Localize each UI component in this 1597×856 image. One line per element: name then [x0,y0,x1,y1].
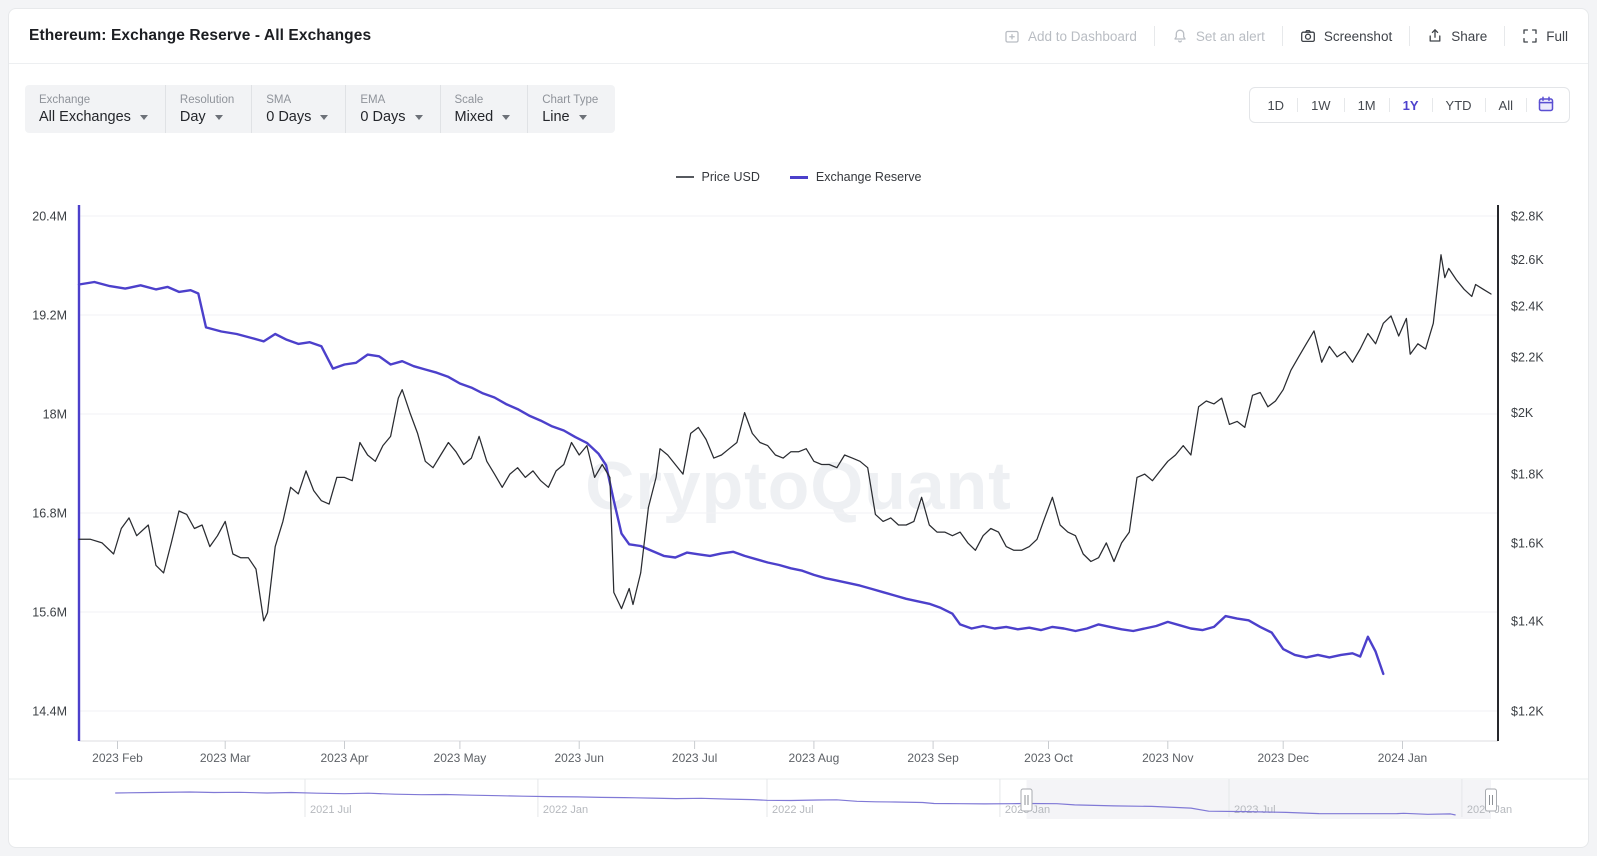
chevron-down-icon [578,115,587,120]
right-axis-label: $2K [1511,406,1534,420]
screenshot-button[interactable]: Screenshot [1300,28,1392,44]
divider [1153,26,1155,46]
x-axis-label: 2023 Jul [672,751,717,765]
range-1w-button[interactable]: 1W [1311,97,1331,113]
x-axis-label: 2023 Apr [320,751,368,765]
range-ytd-button[interactable]: YTD [1445,97,1472,113]
chart-type-dropdown[interactable]: Chart Type Line [527,85,615,133]
exchange-reserve-line [77,280,1385,676]
right-axis-label: $2.6K [1511,253,1544,267]
header: Ethereum: Exchange Reserve - All Exchang… [9,9,1588,64]
divider [1297,98,1299,112]
divider [1504,26,1506,46]
price-usd-line [78,254,1492,622]
sma-dropdown[interactable]: SMA 0 Days [251,85,345,133]
camera-icon [1300,28,1316,44]
scale-dropdown[interactable]: Scale Mixed [439,85,528,133]
chart-legend: Price USD Exchange Reserve [9,170,1588,184]
chevron-down-icon [320,115,329,120]
navigator-tick-label: 2023 Jul [1234,804,1276,816]
x-axis-label: 2023 May [434,751,487,765]
navigator-tick-label: 2021 Jul [310,804,352,816]
x-axis-label: 2023 Sep [907,751,959,765]
left-axis-label: 18M [43,408,67,422]
divider [1526,98,1527,112]
x-axis-label: 2023 Jun [555,751,604,765]
left-axis-label: 19.2M [32,309,67,323]
right-axis-label: $2.2K [1511,350,1544,364]
resolution-dropdown[interactable]: Resolution Day [164,85,251,133]
divider [1484,98,1486,112]
divider [1343,98,1345,112]
x-axis-label: 2023 Nov [1142,751,1193,765]
range-1d-button[interactable]: 1D [1267,97,1285,113]
ema-dropdown[interactable]: EMA 0 Days [345,85,439,133]
right-axis-label: $1.8K [1511,468,1544,482]
range-1y-button[interactable]: 1Y [1402,97,1419,113]
bell-icon [1172,28,1188,44]
fullscreen-icon [1522,28,1538,44]
right-axis-label: $1.2K [1511,705,1544,719]
dashboard-add-icon [1004,28,1020,44]
main-chart: 2023 Feb 2023 Mar 2023 Apr 2023 May 2023 Jun… [9,205,1588,819]
set-an-alert-button[interactable]: Set an alert [1172,28,1265,44]
x-axis-label: 2023 Mar [200,751,251,765]
exchange-dropdown[interactable]: Exchange All Exchanges [25,85,165,133]
right-axis-label: $1.6K [1511,536,1544,550]
divider [1281,26,1283,46]
navigator-reserve-line [115,791,1456,816]
exchange-reserve-swatch [789,175,808,179]
left-axis-label: 20.4M [32,210,67,224]
calendar-icon [1537,95,1555,118]
range-selector: 1D 1W 1M 1Y YTD All [1249,87,1570,123]
calendar-button[interactable] [1527,93,1565,118]
divider [1409,26,1411,46]
navigator-tick-label: 2022 Jul [772,804,814,816]
right-axis-label: $1.4K [1511,614,1544,628]
range-all-button[interactable]: All [1498,97,1513,113]
legend-item-exchange-reserve[interactable]: Exchange Reserve [789,170,921,184]
toolbar: Exchange All Exchanges Resolution Day SM… [25,85,1570,133]
left-axis-label: 16.8M [32,507,67,521]
right-axis-label: $2.4K [1511,300,1544,314]
header-actions: Add to Dashboard Set an alert [1004,26,1568,46]
filter-bar: Exchange All Exchanges Resolution Day SM… [25,85,616,133]
right-axis-label: $2.8K [1511,210,1544,224]
navigator-handle-right[interactable] [1485,788,1497,812]
divider [1388,98,1390,112]
left-axis-label: 15.6M [32,606,67,620]
chevron-down-icon [214,115,223,120]
fullscreen-button[interactable]: Full [1522,28,1568,44]
legend-item-price-usd[interactable]: Price USD [675,170,760,184]
chevron-down-icon [502,115,511,120]
chevron-down-icon [414,115,423,120]
share-icon [1427,28,1443,44]
cryptoquant-watermark: CryptoQuant [585,448,1012,524]
page-title: Ethereum: Exchange Reserve - All Exchang… [29,27,372,44]
chart-panel: CryptoQuant 2023 Feb 2023 Mar 2023 Apr 2023… [8,8,1589,848]
share-button[interactable]: Share [1427,28,1487,44]
navigator-selection[interactable] [1026,780,1492,819]
range-1m-button[interactable]: 1M [1357,97,1376,113]
navigator-handle-left[interactable] [1020,788,1033,812]
x-axis-label: 2023 Oct [1024,751,1073,765]
x-axis-label: 2023 Feb [92,751,143,765]
left-axis-label: 14.4M [32,705,67,719]
price-usd-swatch [675,176,694,178]
add-to-dashboard-button[interactable]: Add to Dashboard [1004,28,1137,44]
x-axis-label: 2024 Jan [1378,751,1427,765]
x-axis-label: 2023 Dec [1258,751,1309,765]
chevron-down-icon [139,115,148,120]
divider [1431,98,1433,112]
navigator-tick-label: 2022 Jan [543,804,588,816]
x-axis-label: 2023 Aug [789,751,840,765]
